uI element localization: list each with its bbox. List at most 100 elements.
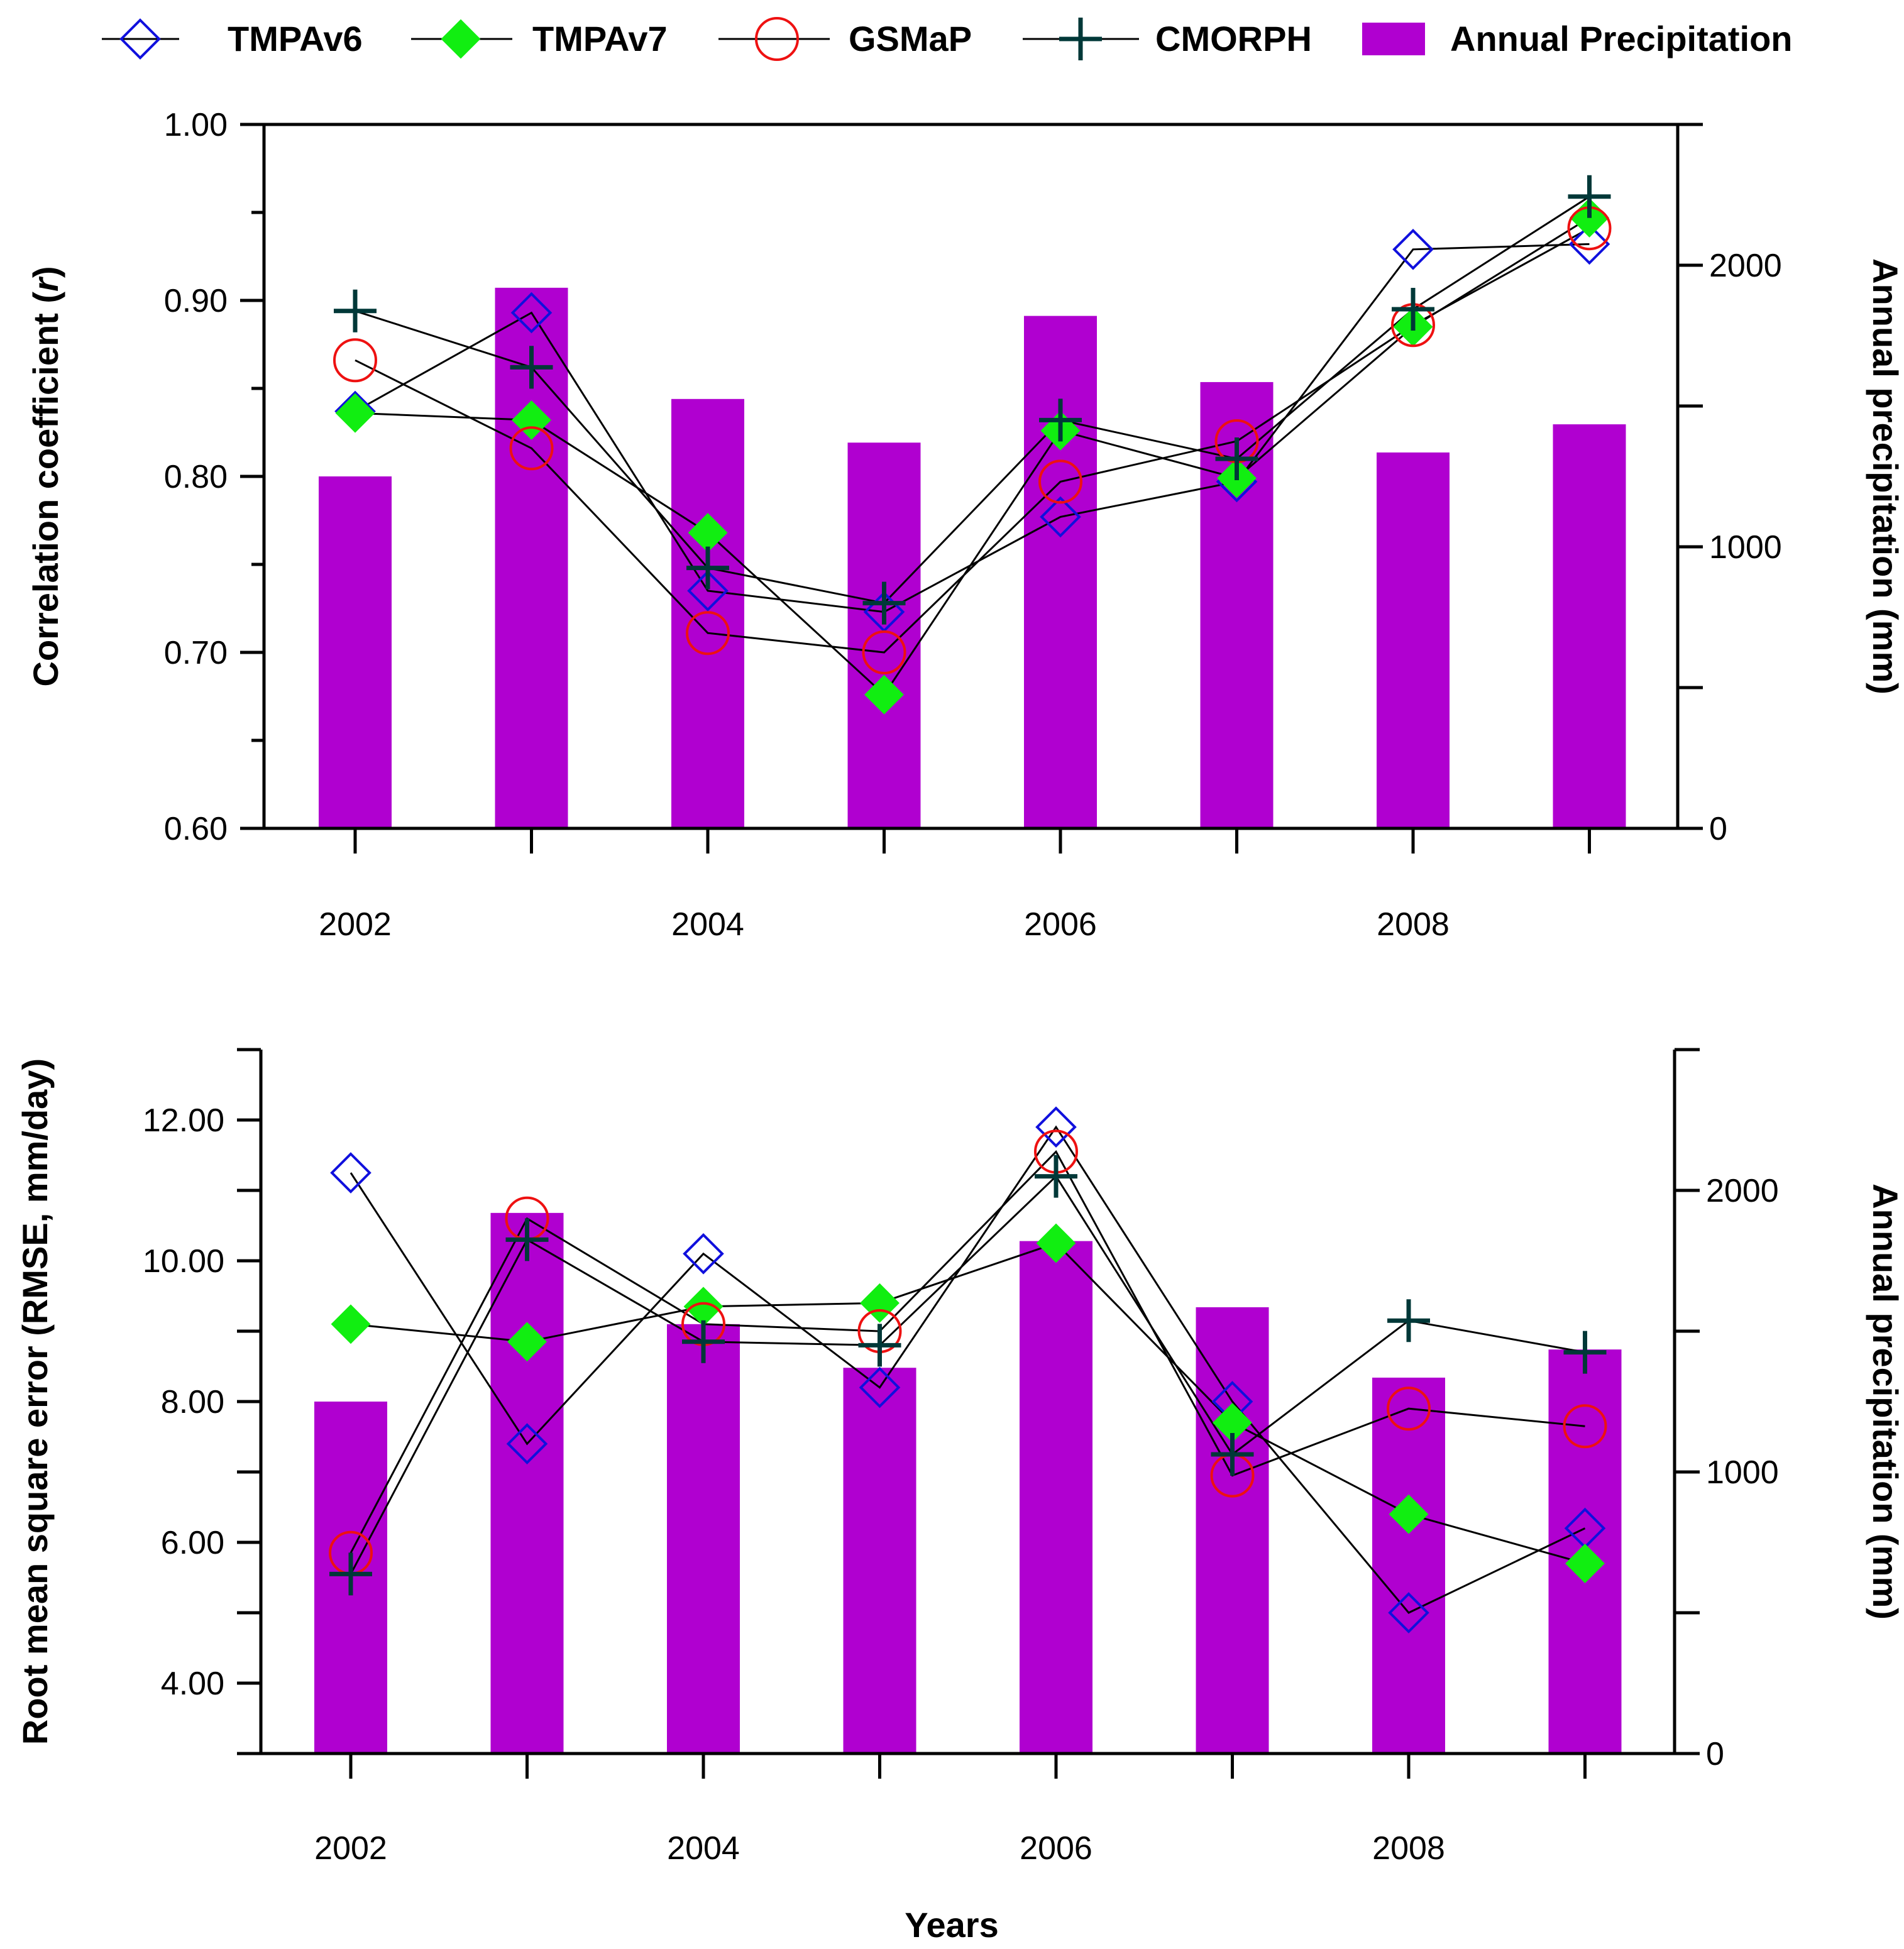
marker-cmorph-2003 bbox=[505, 1218, 549, 1261]
y-tick-label: 0.70 bbox=[164, 635, 228, 671]
marker-cmorph-2003 bbox=[510, 346, 553, 389]
x-tick-label: 2002 bbox=[319, 906, 392, 943]
marker-tmpav7-2008 bbox=[1389, 1494, 1429, 1534]
marker-tmpav7-2006 bbox=[1036, 1223, 1076, 1263]
series-line-cmorph bbox=[349, 1175, 1585, 1575]
axes bbox=[259, 1050, 1676, 1755]
marker-gsmap-2008 bbox=[1387, 1386, 1431, 1431]
legend-item-tmpav7: TMPAv7 bbox=[411, 19, 668, 59]
series bbox=[329, 1106, 1607, 1633]
marker-cmorph-2005 bbox=[862, 581, 906, 625]
legend-label-tmpav7: TMPAv7 bbox=[532, 19, 668, 58]
marker-tmpav6-2008 bbox=[1392, 228, 1434, 270]
legend-item-gsmap: GSMaP bbox=[718, 17, 972, 61]
y2-tick-label: 0 bbox=[1706, 1736, 1724, 1772]
legend-marker-cmorph bbox=[1059, 18, 1102, 60]
x-ticks: 2002 2004 2006 2008 bbox=[314, 1754, 1587, 1867]
x-tick-label: 2008 bbox=[1372, 1830, 1445, 1867]
marker-cmorph-2005 bbox=[858, 1324, 901, 1367]
y2-tick-label: 1000 bbox=[1709, 529, 1782, 566]
marker-tmpav6-2003 bbox=[510, 292, 553, 334]
y2-ticks: 0 1000 2000 bbox=[1678, 123, 1782, 847]
bar-2004 bbox=[667, 1324, 740, 1754]
marker-tmpav7-2002 bbox=[331, 1304, 371, 1344]
x-tick-label: 2006 bbox=[1020, 1830, 1092, 1867]
y-tick-label: 10.00 bbox=[143, 1243, 224, 1280]
series-markers-cmorph bbox=[329, 1155, 1607, 1596]
legend-marker-gsmap bbox=[755, 17, 799, 61]
marker-tmpav6-2005 bbox=[859, 1366, 901, 1408]
marker-gsmap-2009 bbox=[1563, 1404, 1607, 1449]
series-line-tmpav6 bbox=[355, 243, 1590, 613]
marker-cmorph-2002 bbox=[329, 1552, 372, 1596]
y-tick-label: 4.00 bbox=[161, 1666, 224, 1702]
legend: TMPAv6 TMPAv7 GSMaP CMORPH Annual Precipitat… bbox=[102, 17, 1793, 61]
legend-label-gsmap: GSMaP bbox=[849, 19, 972, 58]
bar-2006 bbox=[1020, 1241, 1092, 1754]
marker-cmorph-2006 bbox=[1039, 398, 1082, 442]
bars bbox=[314, 1212, 1622, 1754]
bar-2008 bbox=[1372, 1377, 1445, 1754]
y2-tick-label: 0 bbox=[1709, 811, 1727, 847]
marker-tmpav6-2009 bbox=[1568, 223, 1610, 265]
legend-label-cmorph: CMORPH bbox=[1155, 19, 1312, 58]
y-ticks: 4.00 6.00 8.00 10.00 12.00 bbox=[143, 1048, 261, 1755]
marker-cmorph-2008 bbox=[1387, 1299, 1430, 1342]
legend-label-annual: Annual Precipitation bbox=[1450, 19, 1793, 58]
y2-tick-label: 2000 bbox=[1709, 248, 1782, 284]
bar-2005 bbox=[847, 442, 921, 828]
y2-axis-title: Annual precipitation (mm) bbox=[1866, 1183, 1904, 1620]
marker-tmpav6-2004 bbox=[683, 1233, 724, 1275]
y-tick-label: 0.90 bbox=[164, 283, 228, 319]
series-line-tmpav7 bbox=[355, 217, 1590, 696]
marker-cmorph-2002 bbox=[334, 289, 377, 332]
bars bbox=[319, 287, 1626, 829]
bar-2009 bbox=[1553, 424, 1626, 828]
marker-tmpav7-2005 bbox=[864, 674, 904, 715]
y-tick-label: 0.80 bbox=[164, 459, 228, 495]
marker-cmorph-2004 bbox=[682, 1320, 725, 1363]
legend-label-tmpav6: TMPAv6 bbox=[228, 19, 363, 58]
marker-cmorph-2009 bbox=[1568, 175, 1611, 218]
marker-cmorph-2006 bbox=[1035, 1155, 1077, 1198]
marker-cmorph-2007 bbox=[1215, 437, 1258, 480]
legend-item-annual: Annual Precipitation bbox=[1362, 19, 1793, 58]
marker-tmpav6-2006 bbox=[1035, 1106, 1077, 1148]
y2-axis-title: Annual precipitation (mm) bbox=[1866, 258, 1904, 695]
x-tick-label: 2002 bbox=[314, 1830, 387, 1867]
marker-tmpav7-2003 bbox=[507, 1322, 547, 1362]
marker-tmpav7-2002 bbox=[335, 393, 375, 433]
marker-tmpav7-2009 bbox=[1565, 1544, 1605, 1584]
bar-2003 bbox=[490, 1212, 564, 1754]
x-axis-title: Years bbox=[905, 1905, 999, 1945]
legend-marker-annual bbox=[1362, 23, 1425, 55]
bar-2006 bbox=[1024, 316, 1097, 828]
y2-tick-label: 1000 bbox=[1706, 1454, 1779, 1491]
x-tick-label: 2008 bbox=[1377, 906, 1450, 943]
y-tick-label: 8.00 bbox=[161, 1384, 224, 1420]
y-tick-label: 6.00 bbox=[161, 1525, 224, 1561]
bar-2004 bbox=[671, 398, 744, 828]
y-axis-title: Root mean square error (RMSE, mm/day) bbox=[15, 1058, 55, 1745]
marker-cmorph-2007 bbox=[1211, 1433, 1254, 1476]
y-ticks: 0.60 0.70 0.80 0.90 1.00 bbox=[164, 107, 264, 847]
x-ticks: 2002 2004 2006 2008 bbox=[319, 828, 1591, 943]
series-markers-gsmap bbox=[333, 206, 1612, 674]
series-line-gsmap bbox=[349, 1150, 1585, 1554]
series-line-cmorph bbox=[355, 195, 1590, 605]
axes bbox=[262, 123, 1680, 830]
legend-item-cmorph: CMORPH bbox=[1023, 18, 1312, 60]
marker-tmpav6-2006 bbox=[1040, 496, 1081, 538]
series bbox=[333, 175, 1612, 715]
marker-tmpav6-2004 bbox=[687, 570, 729, 612]
legend-marker-tmpav7 bbox=[441, 19, 481, 59]
series-markers-cmorph bbox=[334, 175, 1611, 625]
marker-cmorph-2009 bbox=[1563, 1331, 1607, 1374]
bar-2007 bbox=[1196, 1307, 1269, 1754]
marker-tmpav6-2002 bbox=[330, 1152, 371, 1194]
marker-gsmap-2006 bbox=[1038, 459, 1082, 504]
y-tick-label: 12.00 bbox=[143, 1102, 224, 1139]
marker-cmorph-2008 bbox=[1392, 288, 1434, 331]
